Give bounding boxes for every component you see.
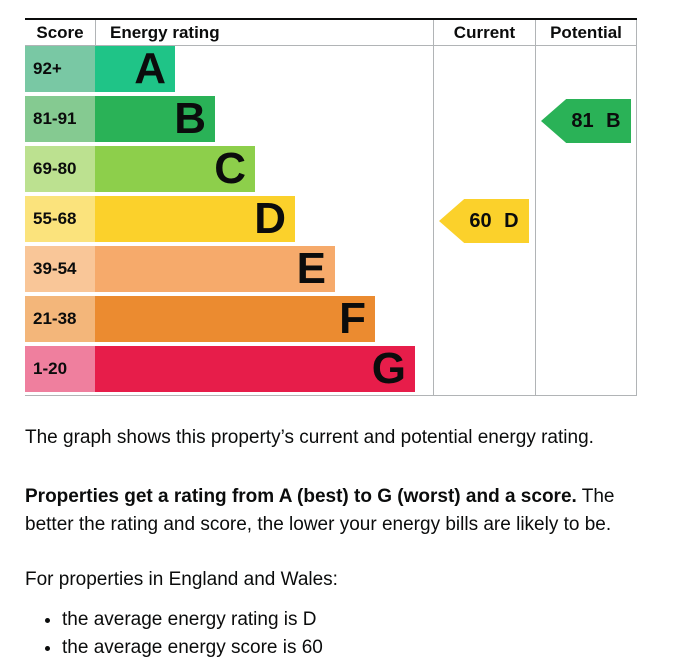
- regions-heading: For properties in England and Wales:: [25, 569, 338, 590]
- band-letter: B: [174, 94, 206, 143]
- score-info-rest: The better the rating and score, the low…: [25, 486, 615, 535]
- band-score-range: 55-68: [25, 196, 95, 242]
- column-header-current: Current: [433, 20, 535, 45]
- band-letter: A: [134, 44, 166, 93]
- list-item: the average energy rating is D: [62, 606, 657, 634]
- band-letter: E: [296, 244, 326, 293]
- band-letter: F: [339, 294, 366, 343]
- band-row-d: 55-68 D: [25, 194, 637, 246]
- band-bar-g: G: [95, 344, 415, 393]
- band-score-range: 81-91: [25, 96, 95, 142]
- band-score-range: 1-20: [25, 346, 95, 392]
- band-row-b: 81-91 B: [25, 94, 637, 146]
- column-header-energy-rating: Energy rating: [95, 20, 433, 45]
- score-info-paragraph: Properties get a rating from A (best) to…: [25, 483, 657, 539]
- chart-body: 92+ A 81-91 B 69-80 C 55-68 D 39-54 E 21…: [25, 44, 637, 396]
- band-bar-f: F: [95, 294, 375, 343]
- band-score-range: 39-54: [25, 246, 95, 292]
- band-score-range: 92+: [25, 46, 95, 92]
- column-header-potential: Potential: [535, 20, 637, 45]
- band-bar-d: D: [95, 194, 295, 243]
- column-header-score: Score: [36, 23, 84, 42]
- band-row-e: 39-54 E: [25, 244, 637, 296]
- score-info-bold: Properties get a rating from A (best) to…: [25, 486, 577, 507]
- band-letter: C: [214, 144, 246, 193]
- band-bar-a: A: [95, 44, 175, 93]
- column-divider: [535, 46, 536, 396]
- band-row-f: 21-38 F: [25, 294, 637, 346]
- column-divider: [433, 46, 434, 396]
- description-text: The graph shows this property’s current …: [25, 424, 657, 662]
- band-letter: G: [371, 344, 406, 393]
- band-row-c: 69-80 C: [25, 144, 637, 196]
- chart-header: Score Energy rating Current Potential: [25, 18, 637, 46]
- averages-list: the average energy rating is D the avera…: [25, 606, 657, 662]
- intro-paragraph: The graph shows this property’s current …: [25, 427, 594, 448]
- band-letter: D: [254, 194, 286, 243]
- band-bar-b: B: [95, 94, 215, 143]
- list-item: the average energy score is 60: [62, 634, 657, 662]
- column-divider: [636, 46, 637, 396]
- band-bar-c: C: [95, 144, 255, 193]
- current-rating-arrow: 60 D: [439, 199, 529, 243]
- band-row-a: 92+ A: [25, 44, 637, 96]
- epc-chart: Score Energy rating Current Potential 92…: [25, 18, 637, 396]
- band-row-g: 1-20 G: [25, 344, 637, 396]
- band-score-range: 69-80: [25, 146, 95, 192]
- band-bar-e: E: [95, 244, 335, 293]
- band-score-range: 21-38: [25, 296, 95, 342]
